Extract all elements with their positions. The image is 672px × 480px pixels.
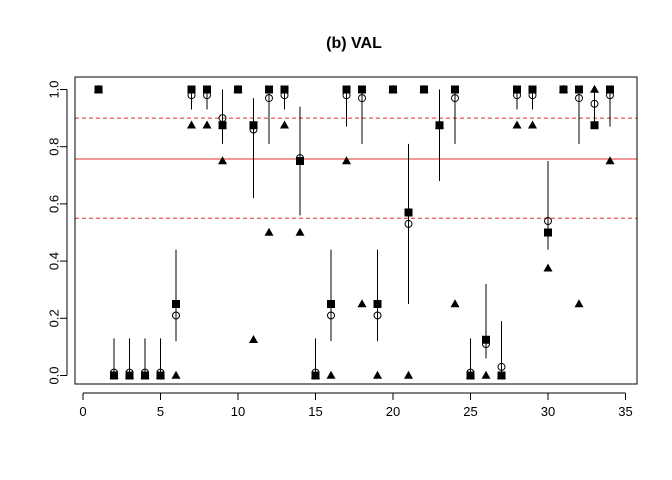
square-point-32 — [575, 85, 583, 94]
square-point-24 — [451, 85, 459, 94]
triangle-point-31 — [559, 84, 568, 93]
y-tick-label-0.4: 0.4 — [47, 252, 62, 270]
triangle-point-18 — [357, 299, 367, 308]
triangle-point-24 — [450, 299, 460, 308]
circle-point-18 — [358, 94, 366, 103]
x-tick-label-0: 0 — [79, 404, 86, 419]
x-tick-label-20: 20 — [386, 404, 400, 419]
square-point-19 — [373, 300, 382, 308]
circle-point-17 — [342, 91, 351, 100]
x-tick-label-25: 25 — [463, 404, 477, 419]
x-axis: 0 5 10 15 20 25 30 35 — [79, 392, 633, 419]
triangle-point-13 — [280, 120, 289, 129]
triangle-point-29 — [528, 120, 537, 129]
triangle-point-33 — [590, 84, 599, 93]
triangle-point-23 — [435, 120, 444, 129]
y-tick-label-0.2: 0.2 — [47, 309, 62, 327]
triangle-point-17 — [342, 156, 351, 165]
y-tick-label-0.8: 0.8 — [47, 138, 62, 156]
triangle-point-30 — [543, 263, 553, 272]
triangle-point-2 — [109, 370, 119, 379]
triangle-point-10 — [233, 84, 243, 93]
circle-point-13 — [280, 91, 289, 100]
circle-point-32 — [575, 94, 583, 103]
interval-segments — [113, 89, 611, 376]
triangle-point-4 — [140, 370, 150, 379]
circle-point-16 — [327, 311, 335, 320]
square-point-16 — [327, 300, 335, 308]
y-tick-label-0.0: 0.0 — [47, 366, 62, 384]
triangle-point-7 — [187, 120, 196, 129]
triangle-point-12 — [264, 227, 274, 236]
triangle-point-22 — [419, 84, 429, 93]
triangle-point-20 — [388, 84, 398, 93]
square-point-26 — [482, 335, 490, 344]
circle-point-27 — [497, 362, 506, 371]
square-point-28 — [513, 85, 521, 94]
square-point-9 — [218, 121, 227, 130]
x-tick-label-15: 15 — [308, 404, 322, 419]
triangle-point-5 — [156, 370, 165, 379]
circle-point-33 — [590, 99, 599, 108]
triangle-point-32 — [574, 299, 584, 308]
circle-point-29 — [528, 91, 537, 100]
circle-point-26 — [482, 340, 490, 349]
circle-point-24 — [451, 94, 459, 103]
triangle-point-26 — [481, 370, 491, 379]
square-point-29 — [528, 85, 537, 94]
circle-point-19 — [373, 311, 382, 320]
circle-point-28 — [513, 91, 521, 100]
circle-point-30 — [544, 217, 552, 226]
circle-point-34 — [606, 91, 614, 100]
square-point-11 — [249, 121, 258, 130]
circle-point-12 — [265, 94, 273, 103]
triangle-point-15 — [311, 370, 320, 379]
y-tick-label-0.6: 0.6 — [47, 195, 62, 213]
square-point-18 — [358, 85, 366, 94]
triangle-point-6 — [171, 370, 181, 379]
y-axis: 0.0 0.2 0.4 0.6 0.8 1.0 — [47, 80, 68, 385]
triangle-point-21 — [404, 370, 413, 379]
triangle-point-28 — [512, 120, 522, 129]
square-point-12 — [265, 85, 273, 94]
x-tick-label-30: 30 — [541, 404, 555, 419]
square-point-7 — [187, 85, 196, 94]
x-tick-label-35: 35 — [618, 404, 632, 419]
reference-lines — [75, 117, 637, 219]
x-tick-label-10: 10 — [231, 404, 245, 419]
square-point-21 — [404, 208, 413, 217]
triangle-point-3 — [125, 370, 134, 379]
square-point-34 — [606, 85, 614, 94]
square-point-30 — [544, 228, 552, 237]
square-point-8 — [203, 85, 211, 94]
square-point-14 — [296, 157, 304, 165]
triangle-point-25 — [466, 370, 475, 379]
circle-point-9 — [218, 114, 227, 123]
circle-point-6 — [172, 311, 180, 320]
circle-point-8 — [203, 91, 211, 100]
triangle-point-27 — [497, 370, 506, 379]
triangle-point-11 — [249, 334, 258, 343]
square-point-13 — [280, 85, 289, 94]
triangle-point-16 — [326, 370, 336, 379]
circle-point-21 — [404, 219, 413, 228]
circle-point-7 — [187, 91, 196, 100]
square-point-17 — [342, 85, 351, 94]
square-point-6 — [172, 300, 180, 308]
data-points — [94, 84, 615, 380]
chart-title: (b) VAL — [326, 35, 382, 52]
triangle-point-14 — [295, 227, 305, 236]
triangle-point-9 — [218, 156, 227, 165]
x-tick-label-5: 5 — [157, 404, 164, 419]
triangle-point-8 — [202, 120, 212, 129]
square-point-33 — [590, 121, 599, 130]
triangle-point-34 — [605, 156, 615, 165]
triangle-point-1 — [94, 84, 103, 93]
plot-frame — [74, 76, 638, 385]
circle-point-11 — [249, 125, 258, 134]
circle-point-14 — [296, 154, 304, 163]
y-tick-label-1.0: 1.0 — [47, 80, 62, 98]
triangle-point-19 — [373, 370, 382, 379]
